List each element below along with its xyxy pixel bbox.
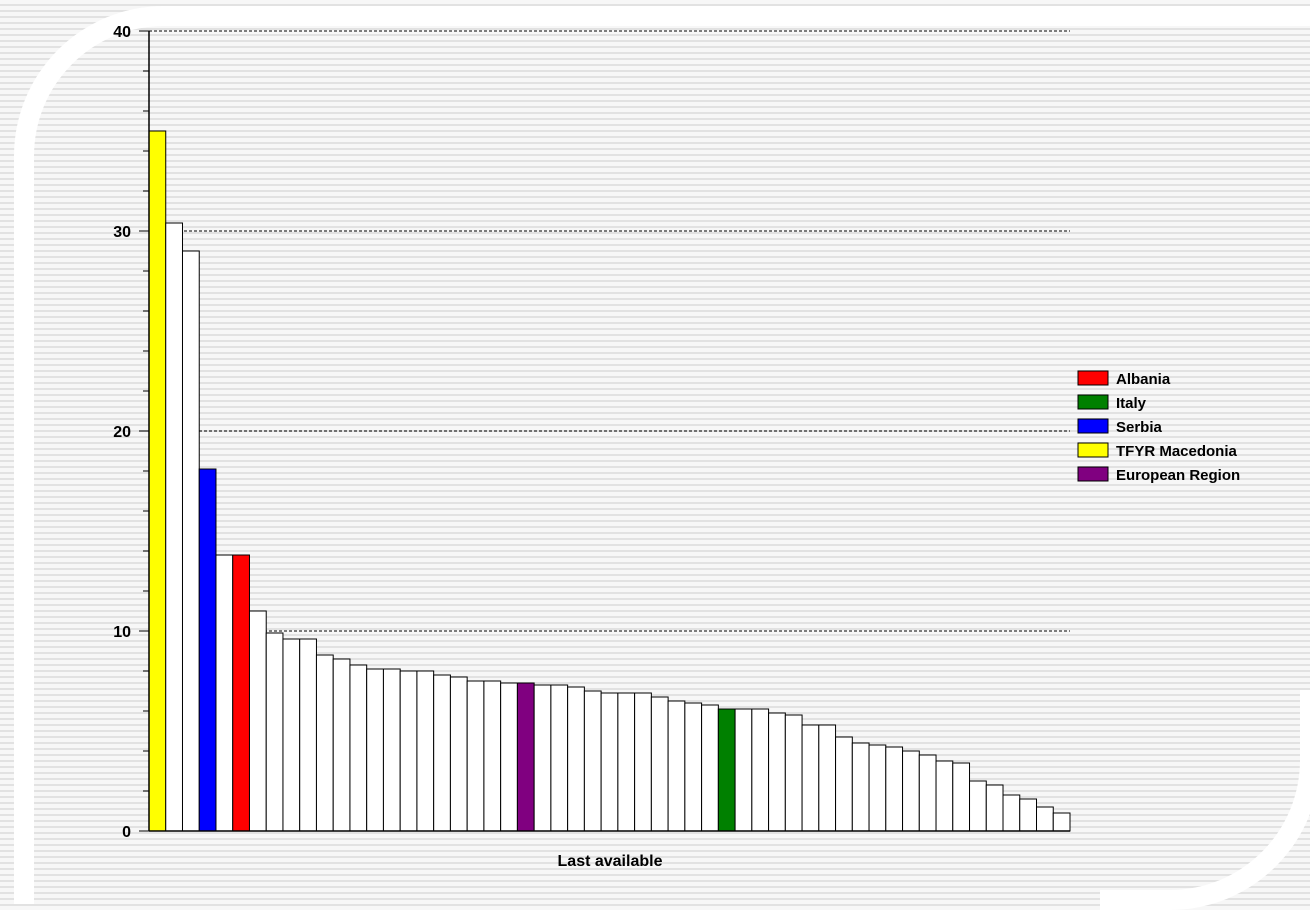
bar [299, 638, 317, 832]
bar [382, 668, 401, 832]
legend-swatch [1077, 370, 1109, 386]
bar [717, 708, 736, 832]
bar [516, 682, 535, 832]
bar [600, 692, 619, 832]
bar [1019, 798, 1038, 832]
bar [835, 736, 853, 832]
bar [667, 700, 686, 832]
bar [500, 682, 518, 832]
bar [801, 724, 820, 832]
legend-swatch [1077, 466, 1109, 482]
bar [902, 750, 920, 832]
legend-swatch [1077, 418, 1109, 434]
bar [349, 664, 368, 832]
y-tick-label: 10 [113, 624, 131, 641]
bar [969, 780, 987, 832]
bar [416, 670, 435, 832]
bar [768, 712, 786, 832]
bar [366, 668, 384, 832]
bar [851, 742, 870, 832]
y-tick-label: 30 [113, 224, 131, 241]
axes: 0 10 20 30 40 [113, 24, 1070, 841]
x-axis-title: Last available [558, 853, 663, 870]
bar [449, 676, 468, 832]
legend: Albania Italy Serbia TFYR Macedonia European… [1077, 370, 1240, 484]
bar [701, 704, 719, 832]
bar [751, 708, 770, 832]
legend-label: Albania [1116, 371, 1171, 388]
bar [634, 692, 652, 832]
bar [868, 744, 887, 832]
bar [567, 686, 585, 832]
bar [550, 684, 569, 832]
bar [483, 680, 502, 832]
bar [433, 674, 451, 832]
grid-lines [149, 30, 1070, 632]
bar [885, 746, 904, 832]
bar [332, 658, 351, 832]
legend-label: Italy [1116, 395, 1147, 412]
legend-label: TFYR Macedonia [1116, 443, 1238, 460]
bar [165, 222, 183, 832]
bar [533, 684, 552, 832]
bar [617, 692, 636, 832]
bar [399, 670, 418, 832]
bar [315, 654, 334, 832]
bar [1036, 806, 1054, 832]
bar [918, 754, 937, 832]
y-tick-label: 40 [113, 24, 131, 41]
bar [282, 638, 301, 832]
bar [265, 632, 284, 832]
bar [1002, 794, 1021, 832]
y-tick-label: 0 [122, 824, 131, 841]
bar [181, 250, 200, 832]
bar [734, 708, 753, 832]
bar [818, 724, 837, 832]
bar [935, 760, 954, 832]
bars [148, 130, 1071, 832]
bar [684, 702, 703, 832]
bar [583, 690, 602, 832]
bar [148, 130, 167, 832]
bar [198, 468, 217, 832]
legend-label: European Region [1116, 467, 1240, 484]
bar [466, 680, 485, 832]
bar [650, 696, 669, 832]
bar [952, 762, 971, 832]
bar [248, 610, 267, 832]
legend-swatch [1077, 442, 1109, 458]
legend-label: Serbia [1116, 419, 1163, 436]
y-tick-label: 20 [113, 424, 131, 441]
bar [232, 554, 250, 832]
bar [215, 554, 234, 832]
legend-swatch [1077, 394, 1109, 410]
bar [784, 714, 803, 832]
bar [985, 784, 1004, 832]
bar [1052, 812, 1071, 832]
